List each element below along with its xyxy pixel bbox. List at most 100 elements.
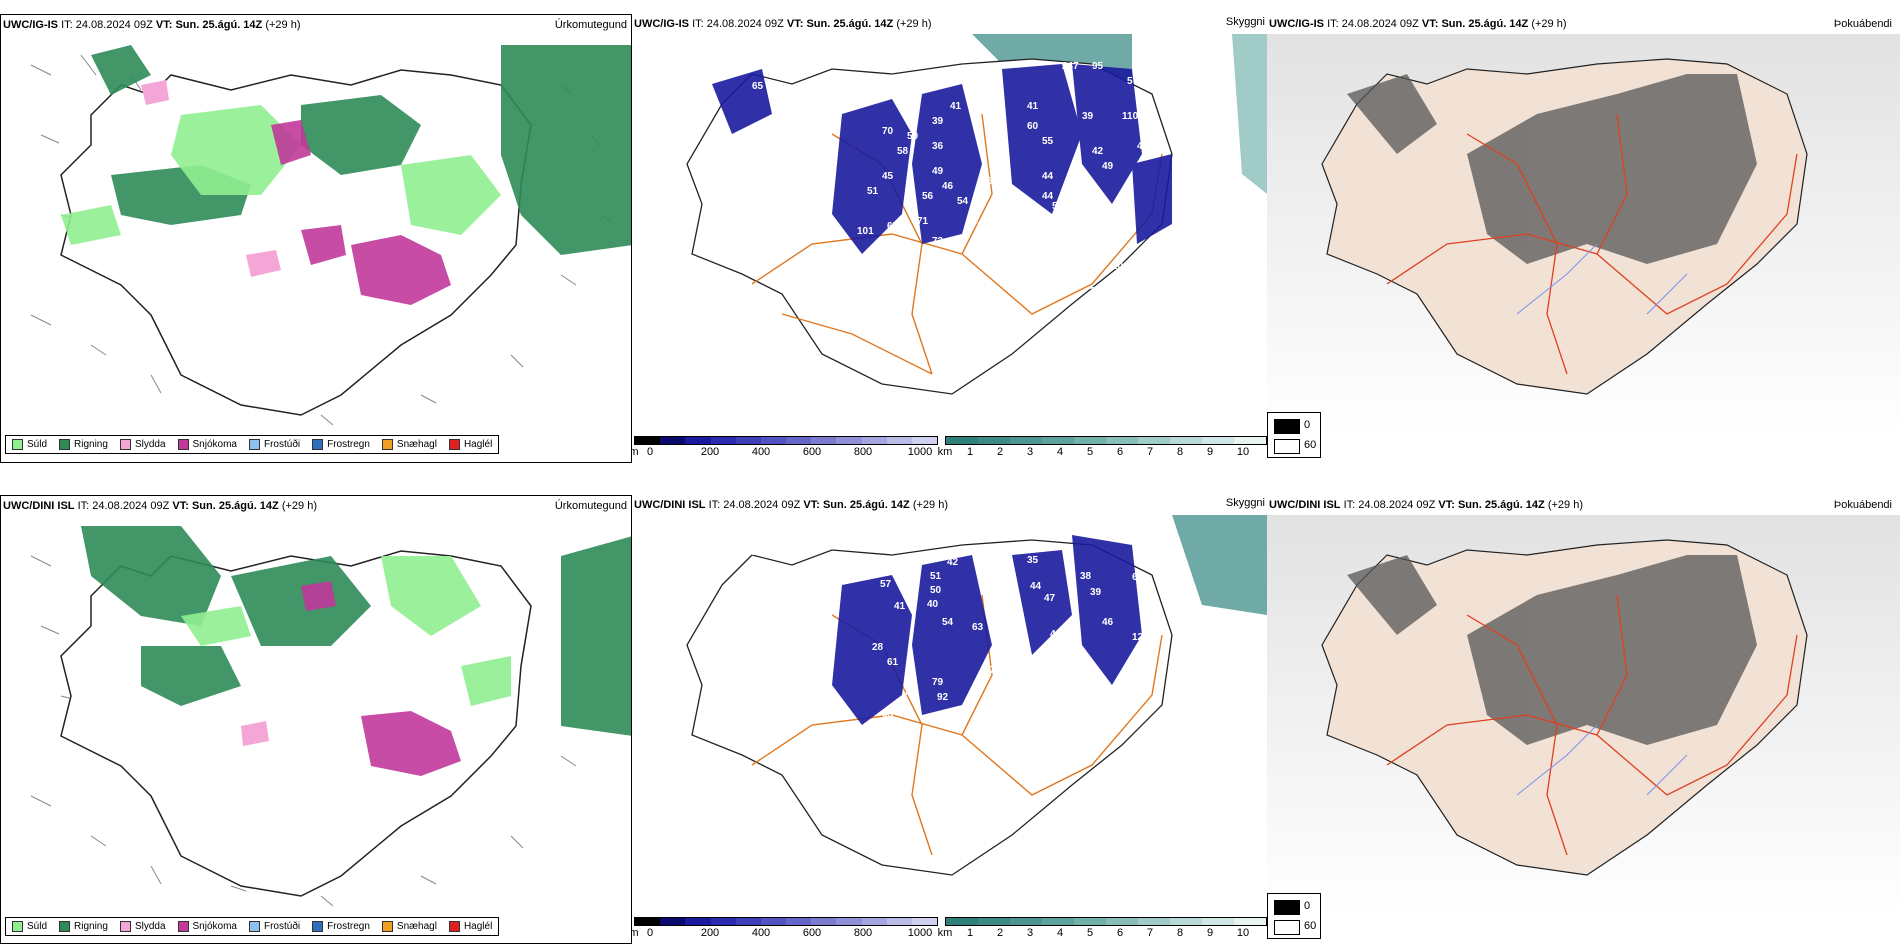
- cb-label: 41: [894, 601, 906, 612]
- cb-label: 39: [932, 116, 944, 127]
- rivers: [1516, 243, 1688, 315]
- legend-swatch: [381, 921, 393, 932]
- visibility-header: UWC/DINI ISL IT: 24.08.2024 09Z VT: Sun.…: [634, 499, 948, 511]
- precip-header: UWC/IG-IS IT: 24.08.2024 09Z VT: Sun. 25…: [3, 19, 301, 31]
- cb-label: 55: [1052, 201, 1064, 212]
- cb-label: 120: [1132, 632, 1149, 643]
- lead-time: (+29 h): [912, 499, 948, 511]
- cb-label: 42: [947, 557, 959, 568]
- cloud-base-labels: 64 65 60 70 50 39 41 50 41 95 247 39 57 …: [732, 61, 1194, 297]
- cb-label: 54: [942, 617, 954, 628]
- cb-label: 44: [1042, 191, 1054, 202]
- cb-label: 72: [932, 236, 944, 247]
- legend-swatch: [312, 921, 324, 932]
- legend-swatch: [59, 921, 71, 932]
- it-label: IT:: [692, 18, 704, 30]
- model-name: UWC/IG-IS: [1269, 18, 1324, 30]
- low-visibility-area: [1232, 34, 1267, 194]
- visibility-ticks: km 1 2 3 4 5 6 7 8 9 10: [938, 445, 1267, 459]
- tick: 5: [1086, 446, 1094, 458]
- tick: 600: [802, 446, 822, 458]
- cb-label: 95: [1092, 61, 1104, 72]
- fog-key-black-label: 0: [1304, 419, 1311, 431]
- tick: 3: [1026, 446, 1034, 458]
- tick: 600: [802, 927, 822, 939]
- visibility-title: Skyggni: [1225, 16, 1265, 28]
- vt-label: VT:: [1421, 18, 1439, 30]
- legend-swatch: [448, 921, 460, 932]
- visibility-panel-igis: 64 65 60 70 50 39 41 50 41 95 247 39 57 …: [632, 14, 1267, 463]
- fog-key-white-label: 60: [1304, 439, 1317, 451]
- vt-value: Sun. 25.ágú. 14Z: [175, 19, 263, 31]
- cb-label: 77: [1182, 156, 1194, 167]
- cloudbase-unit: m: [632, 927, 639, 939]
- visibility-ticks: km 1 2 3 4 5 6 7 8 9 10: [938, 926, 1267, 940]
- legend-label: Frostregn: [327, 921, 370, 932]
- vt-label: VT:: [172, 500, 189, 512]
- rain-areas: [81, 526, 631, 736]
- cb-label: 92: [937, 692, 949, 703]
- cb-label: 45: [882, 171, 894, 182]
- precip-title: Úrkomutegund: [554, 19, 627, 31]
- fog-title: Þokuábendi: [1833, 18, 1892, 30]
- legend-label: Súld: [27, 921, 48, 932]
- cb-label: 42: [1092, 146, 1104, 157]
- fog-header: UWC/IG-IS IT: 24.08.2024 09Z VT: Sun. 25…: [1269, 18, 1567, 30]
- cb-label: 54: [957, 196, 969, 207]
- cloudbase-colorbar-strip: [634, 436, 938, 445]
- cb-label: 42: [1050, 629, 1062, 640]
- cb-label: 40: [927, 599, 939, 610]
- legend-label: Slydda: [134, 439, 166, 450]
- cb-label: 77: [882, 261, 894, 272]
- cloudbase-unit: m: [632, 446, 639, 458]
- cloudbase-colorbar: m 0 200 400 600 800 1000: [632, 436, 938, 459]
- it-label: IT:: [61, 19, 73, 31]
- cloud-base-areas: [832, 535, 1142, 725]
- fog-title: Þokuábendi: [1833, 499, 1892, 511]
- cb-label: 110: [1122, 111, 1139, 122]
- cb-label: 47: [1044, 593, 1056, 604]
- tick: 0: [646, 446, 654, 458]
- visibility-panel-dini: 38 65 59 108 57 51 42 47 35 38 39 41 40 …: [632, 495, 1267, 944]
- tick: 400: [751, 446, 771, 458]
- cb-label: 69: [1082, 181, 1094, 192]
- vt-label: VT:: [155, 19, 173, 31]
- fog-key-white: [1274, 439, 1300, 454]
- legend-label: Frostregn: [327, 439, 370, 450]
- legend-swatch: [59, 439, 71, 450]
- cb-label: 61: [1057, 661, 1069, 672]
- legend-swatch: [12, 439, 23, 450]
- model-name: UWC/DINI ISL: [634, 499, 706, 511]
- model-name: UWC/IG-IS: [634, 18, 689, 30]
- cb-label: 108: [1112, 261, 1129, 272]
- cb-label: 64: [1064, 647, 1076, 658]
- precip-panel-igis: UWC/IG-IS IT: 24.08.2024 09Z VT: Sun. 25…: [0, 14, 632, 463]
- fog-map: [1267, 515, 1900, 915]
- vt-value: Sun. 25.ágú. 14Z: [822, 499, 910, 511]
- cb-label: 65: [882, 709, 894, 720]
- road-network: [1386, 113, 1798, 375]
- cb-label: 82: [897, 246, 909, 257]
- visibility-unit: km: [937, 927, 953, 939]
- legend-item-snjokoma: Snjókoma: [177, 921, 237, 932]
- fog-map: [1267, 34, 1900, 434]
- cb-label: 70: [882, 126, 894, 137]
- tick: 1000: [907, 446, 933, 458]
- it-value: 24.08.2024 09Z: [1341, 18, 1419, 30]
- legend-item-frostregn: Frostregn: [312, 921, 370, 932]
- sleet-areas: [141, 80, 281, 277]
- cb-label: 63: [972, 622, 984, 633]
- tick: 3: [1026, 927, 1034, 939]
- tick: 10: [1236, 927, 1250, 939]
- cb-label: 35: [1027, 555, 1039, 566]
- cb-label: 41: [950, 101, 962, 112]
- tick: 1: [966, 927, 974, 939]
- legend-label: Snæhagl: [396, 439, 437, 450]
- cb-label: 30: [1090, 286, 1102, 297]
- cb-label: 38: [1080, 571, 1092, 582]
- legend-item-sudl: Súld: [12, 439, 47, 450]
- cb-label: 57: [880, 579, 892, 590]
- tick: 1000: [907, 927, 933, 939]
- cb-label: 65: [887, 221, 899, 232]
- cb-label: 55: [1042, 136, 1054, 147]
